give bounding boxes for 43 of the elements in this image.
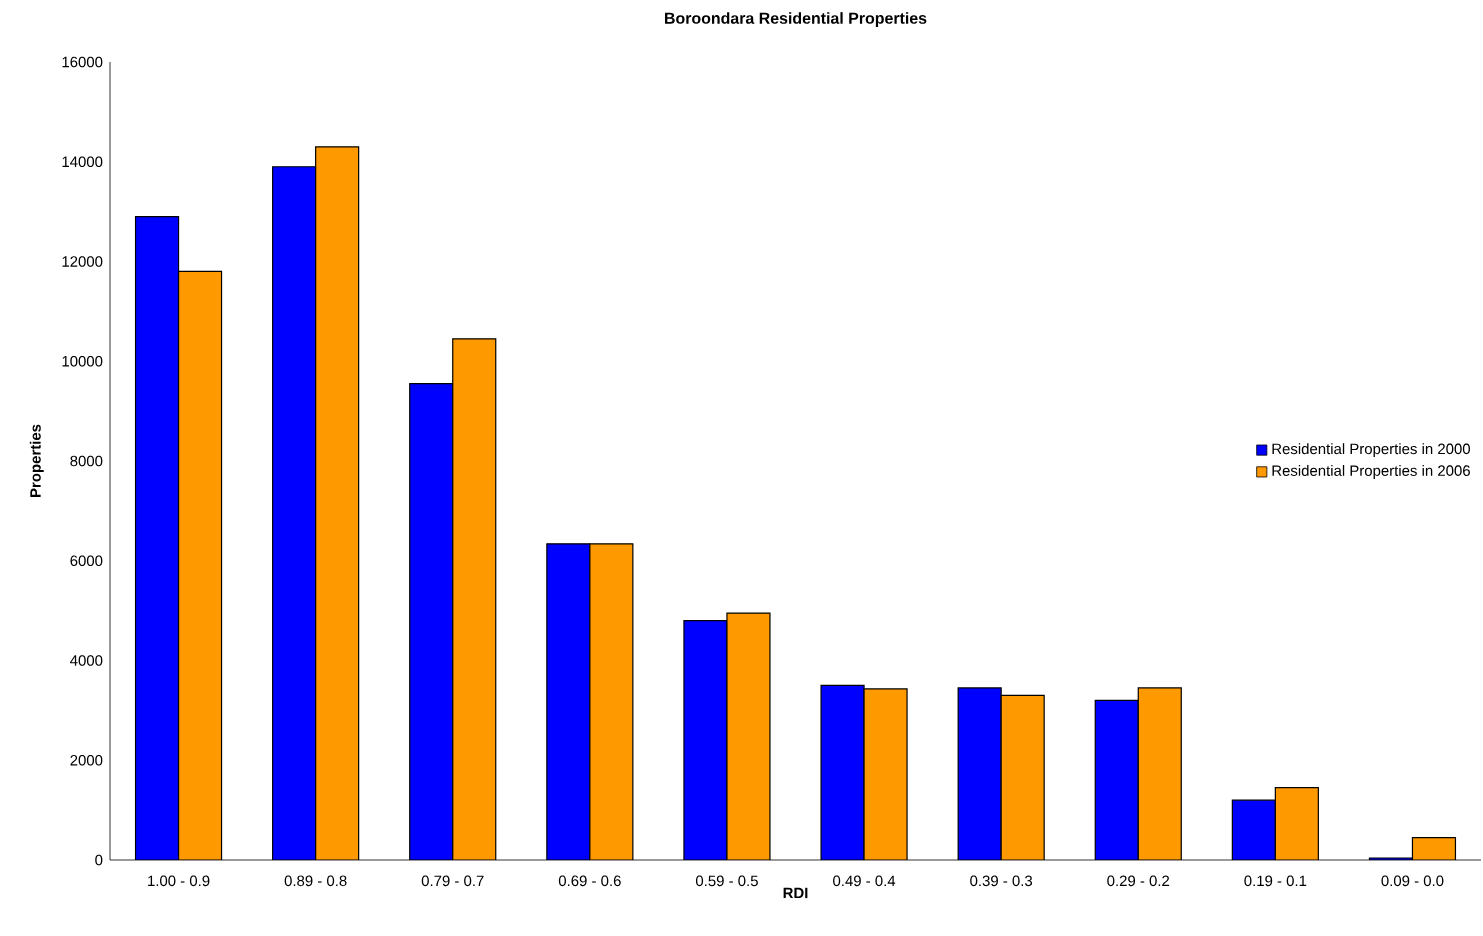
x-axis-title: RDI bbox=[783, 887, 808, 899]
y-tick-label: 14000 bbox=[62, 156, 103, 168]
x-tick-label: 0.39 - 0.3 bbox=[970, 875, 1033, 887]
x-tick-label: 0.59 - 0.5 bbox=[695, 875, 758, 887]
bar bbox=[683, 620, 727, 860]
bar bbox=[546, 543, 590, 860]
y-tick-label: 8000 bbox=[70, 455, 103, 467]
bar bbox=[135, 216, 179, 860]
bar bbox=[452, 338, 496, 860]
x-tick-label: 0.29 - 0.2 bbox=[1107, 875, 1170, 887]
y-tick-label: 10000 bbox=[62, 355, 103, 367]
x-tick-label: 0.19 - 0.1 bbox=[1244, 875, 1307, 887]
y-tick-label: 12000 bbox=[62, 256, 103, 267]
y-tick-label: 4000 bbox=[70, 655, 103, 666]
x-tick-label: 0.79 - 0.7 bbox=[421, 875, 484, 887]
legend-label: Residential Properties in 2000 bbox=[1272, 443, 1471, 458]
y-tick-label: 6000 bbox=[70, 555, 103, 567]
chart-title: Boroondara Residential Properties bbox=[665, 12, 927, 27]
x-tick-label: 0.89 - 0.8 bbox=[284, 875, 347, 887]
x-tick-label: 0.69 - 0.6 bbox=[558, 875, 621, 887]
legend-label: Residential Properties in 2006 bbox=[1272, 465, 1470, 479]
bar bbox=[726, 613, 770, 860]
y-tick-label: 2000 bbox=[70, 754, 103, 766]
bar bbox=[178, 271, 222, 860]
bar bbox=[272, 166, 316, 860]
bar bbox=[864, 688, 908, 860]
bar bbox=[821, 685, 865, 860]
x-tick-label: 0.49 - 0.4 bbox=[833, 875, 896, 887]
bar bbox=[1411, 836, 1457, 860]
bar bbox=[1232, 800, 1276, 860]
bar bbox=[589, 543, 633, 860]
bar bbox=[1275, 787, 1319, 860]
y-tick-label: 16000 bbox=[62, 56, 103, 68]
y-tick-label: 0 bbox=[95, 854, 103, 866]
x-tick-label: 1.00 - 0.9 bbox=[148, 875, 210, 887]
x-tick-label: 0.09 - 0.0 bbox=[1381, 875, 1444, 887]
bar bbox=[958, 687, 1002, 860]
bar bbox=[1138, 687, 1182, 860]
y-axis-title: Properties bbox=[29, 424, 44, 497]
bar bbox=[1095, 700, 1139, 860]
bar bbox=[315, 146, 359, 860]
bar bbox=[1001, 695, 1045, 860]
bar bbox=[409, 383, 453, 860]
